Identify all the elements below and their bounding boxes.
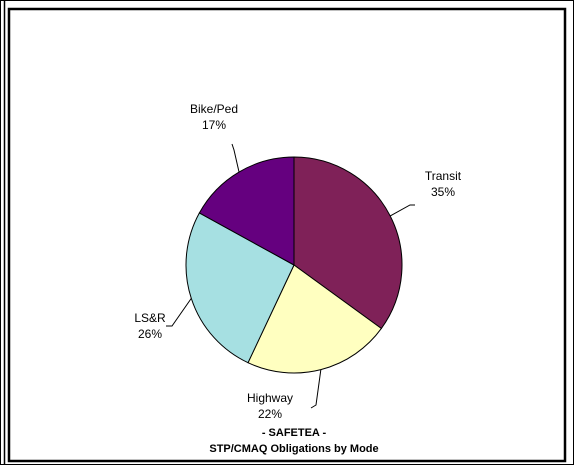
slice-label-percent: 26% [138,327,162,341]
leader-line-bike-ped [231,143,240,173]
slice-label-name: Bike/Ped [190,102,238,116]
leader-line-ls-r [166,298,192,327]
slice-labels: Transit 35% Highway 22% LS&R 26% Bike/Ped 17% [134,102,461,421]
chart-title-line2: STP/CMAQ Obligations by Mode [209,443,378,455]
pie-chart [185,156,403,374]
slice-label-name: Transit [425,169,462,183]
leader-line-transit [389,204,415,217]
chart-title-line1: - SAFETEA - [262,427,327,439]
pie-slice-bike-ped [198,156,295,266]
slice-label-percent: 35% [431,185,455,199]
slice-label-name: Highway [247,391,293,405]
slice-label-name: LS&R [134,311,166,325]
leader-lines [166,143,415,409]
slice-label-percent: 17% [202,118,226,132]
leader-line-highway [310,369,322,409]
slice-label-percent: 22% [258,407,282,421]
